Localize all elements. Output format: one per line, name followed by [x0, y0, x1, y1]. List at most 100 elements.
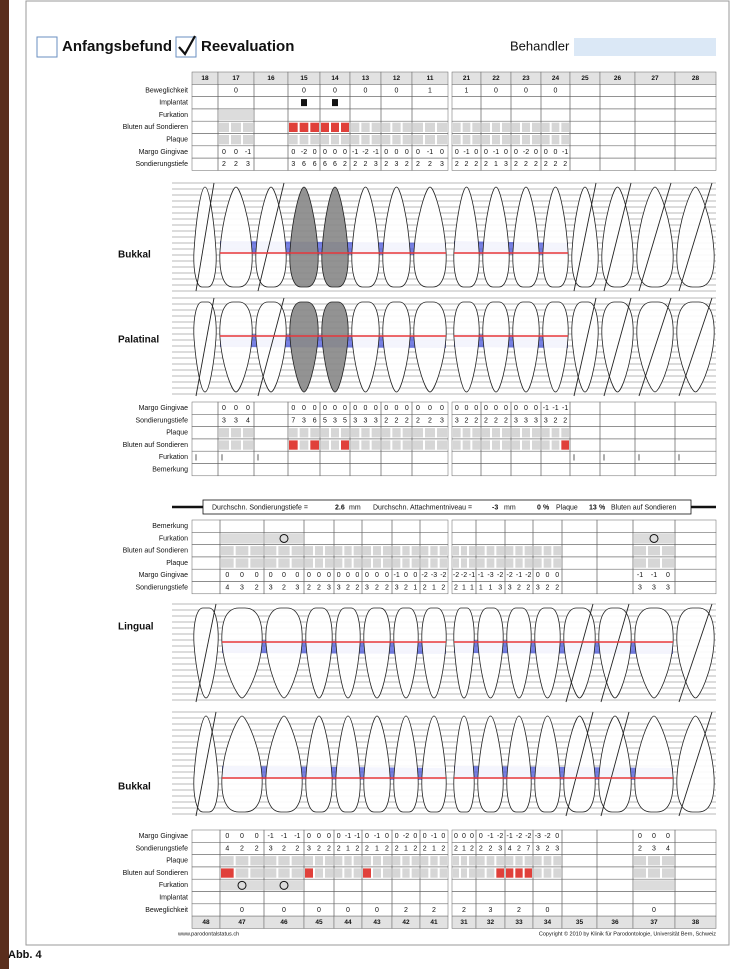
- attachment-band: [454, 334, 568, 348]
- value: 2: [423, 845, 427, 852]
- value: 2: [282, 584, 286, 591]
- site-box: [299, 440, 309, 450]
- site-box: [425, 428, 435, 438]
- site-box: [543, 546, 552, 556]
- site-box: [492, 135, 500, 145]
- site-box: [363, 558, 371, 568]
- value: -1: [352, 149, 358, 156]
- site-box: [553, 868, 561, 878]
- value: 0: [225, 572, 229, 579]
- site-box: [411, 558, 419, 568]
- row-label: Bemerkung: [152, 466, 188, 473]
- missing-tooth-stroke: [638, 182, 672, 292]
- site-box: [524, 856, 532, 866]
- value: 0: [666, 572, 670, 579]
- tooth-number: 12: [393, 75, 401, 82]
- value: 0: [240, 833, 244, 840]
- value: 2: [346, 584, 350, 591]
- site-box: [515, 558, 523, 568]
- site-box: [502, 135, 510, 145]
- value: 4: [225, 845, 229, 852]
- site-box: [392, 122, 401, 132]
- row-label: Margo Gingivae: [139, 833, 189, 840]
- value: 3: [508, 584, 512, 591]
- bleeding-site: [289, 440, 298, 450]
- site-box: [402, 122, 411, 132]
- value: -1: [478, 572, 484, 579]
- bleeding-site: [321, 122, 329, 132]
- value: 2: [489, 845, 493, 852]
- value: -1: [543, 405, 549, 412]
- value: 1: [413, 584, 417, 591]
- site-box: [662, 546, 674, 556]
- implant: [321, 186, 349, 288]
- value: 2: [317, 584, 321, 591]
- row-label: Furkation: [159, 454, 188, 461]
- value: 5: [323, 417, 327, 424]
- site-box: [235, 868, 249, 878]
- site-box: [543, 558, 552, 568]
- row-label: Plaque: [166, 560, 188, 567]
- furcation-area: [265, 880, 303, 891]
- value: 2: [404, 907, 408, 914]
- value: 1: [462, 584, 466, 591]
- value: 3: [374, 161, 378, 168]
- value: 1: [404, 845, 408, 852]
- site-box: [411, 856, 419, 866]
- table-cell: [411, 157, 449, 171]
- value: 0: [317, 572, 321, 579]
- site-box: [453, 122, 461, 132]
- checkmark: [178, 35, 196, 56]
- tooth: [393, 715, 419, 813]
- site-box: [265, 868, 277, 878]
- value: 0: [652, 907, 656, 914]
- site-box: [453, 546, 459, 556]
- row-label: Bluten auf Sondieren: [123, 870, 188, 877]
- tooth: [221, 715, 263, 813]
- tooth: [542, 301, 569, 393]
- missing-tooth-stroke: [600, 711, 630, 817]
- site-box: [462, 428, 471, 438]
- site-box: [551, 122, 560, 132]
- value: -1: [281, 833, 287, 840]
- bleeding-site: [515, 868, 523, 878]
- tooth: [219, 186, 253, 288]
- value: 2: [474, 417, 478, 424]
- site-box: [392, 440, 401, 450]
- site-box: [335, 856, 343, 866]
- value: 0: [504, 405, 508, 412]
- site-box: [373, 558, 381, 568]
- value: 6: [313, 417, 317, 424]
- site-box: [512, 428, 520, 438]
- value: 0: [365, 833, 369, 840]
- tooth: [512, 186, 540, 288]
- site-box: [461, 558, 467, 568]
- site-box: [299, 135, 309, 145]
- site-box: [250, 856, 263, 866]
- value: -2: [362, 149, 368, 156]
- tooth-number: 36: [611, 919, 619, 926]
- site-box: [335, 868, 343, 878]
- tooth: [506, 715, 532, 813]
- site-box: [496, 856, 504, 866]
- site-box: [496, 558, 504, 568]
- site-box: [543, 868, 552, 878]
- furcation-circle: [237, 880, 247, 890]
- site-box: [351, 122, 360, 132]
- missing-tooth-stroke: [565, 711, 594, 817]
- value: 3: [395, 584, 399, 591]
- tooth: [393, 607, 419, 699]
- checkbox-label: Reevaluation: [201, 38, 294, 55]
- summary-text: %: [543, 504, 550, 511]
- tooth-number: 13: [362, 75, 370, 82]
- value: 0: [364, 405, 368, 412]
- site-box: [265, 856, 277, 866]
- value: 2: [364, 161, 368, 168]
- value: 2: [462, 907, 466, 914]
- site-box: [425, 122, 435, 132]
- value: 2: [465, 161, 469, 168]
- value: 0: [455, 405, 459, 412]
- value: 3: [333, 417, 337, 424]
- value: 0: [546, 572, 550, 579]
- value: -1: [637, 572, 643, 579]
